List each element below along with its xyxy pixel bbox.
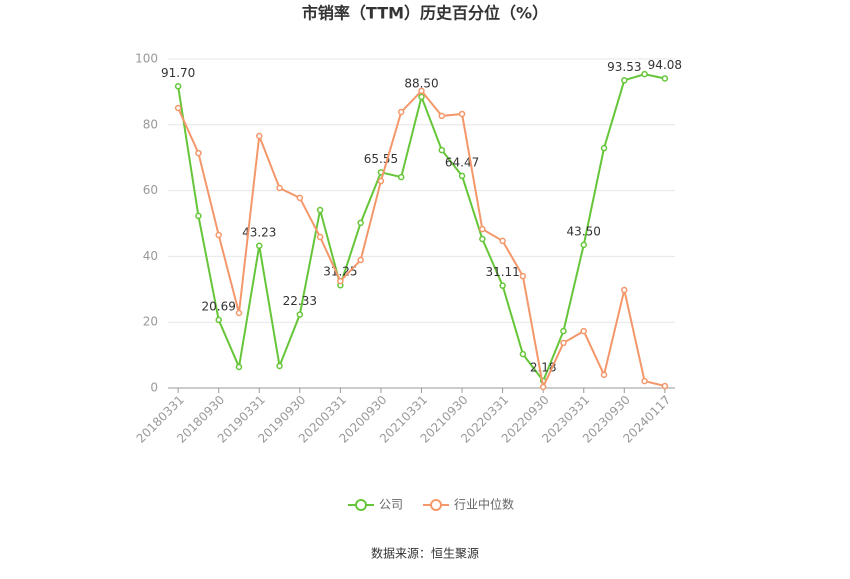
- point: [499, 282, 506, 289]
- point: [418, 93, 425, 101]
- point: [256, 242, 263, 250]
- point: [458, 110, 466, 118]
- point: [215, 231, 222, 239]
- point: [560, 339, 567, 347]
- point: [357, 219, 364, 227]
- point: [641, 377, 648, 385]
- point: [174, 104, 182, 112]
- point: [195, 212, 202, 220]
- point: [560, 327, 567, 335]
- point: [600, 371, 608, 379]
- point: [580, 327, 587, 335]
- value-label: 43.50: [567, 224, 601, 238]
- point: [418, 87, 425, 95]
- point: [296, 311, 304, 318]
- point: [276, 184, 283, 192]
- point: [621, 286, 628, 294]
- value-label: 43.23: [242, 225, 276, 239]
- value-label: 31.11: [485, 265, 519, 279]
- point: [316, 233, 324, 241]
- point: [296, 194, 304, 202]
- chart-title: 市销率（TTM）历史百分位（%）: [302, 4, 548, 23]
- point: [519, 272, 527, 280]
- value-label: 65.55: [364, 152, 398, 166]
- point: [499, 237, 506, 245]
- point: [519, 350, 527, 358]
- point: [479, 225, 486, 233]
- point: [215, 316, 222, 324]
- point: [661, 382, 669, 390]
- point: [539, 383, 547, 391]
- value-label: 88.50: [404, 76, 438, 90]
- point: [276, 362, 283, 370]
- point: [458, 172, 466, 180]
- legend-marker: [430, 499, 443, 511]
- y-tick-label: 100: [135, 52, 158, 66]
- point: [641, 70, 648, 78]
- y-tick-label: 40: [143, 249, 158, 263]
- value-label: 91.70: [161, 66, 195, 80]
- value-label: 93.53: [607, 60, 641, 74]
- point: [174, 83, 182, 90]
- point: [316, 206, 324, 214]
- y-tick-label: 60: [143, 183, 158, 197]
- point: [235, 363, 243, 371]
- point: [479, 235, 486, 243]
- point: [580, 241, 587, 249]
- point: [600, 144, 608, 152]
- point: [256, 132, 263, 140]
- value-label: 31.25: [323, 265, 357, 279]
- point: [621, 77, 628, 84]
- value-label: 94.08: [648, 58, 682, 72]
- value-label: 20.69: [202, 299, 236, 313]
- point: [195, 149, 202, 157]
- point: [438, 146, 446, 154]
- source: 数据来源：恒生聚源: [371, 546, 479, 561]
- legend-marker: [355, 499, 367, 511]
- value-label: 64.47: [445, 155, 479, 169]
- y-tick-label: 20: [143, 315, 158, 329]
- point: [661, 75, 669, 82]
- legend-label: 行业中位数: [454, 497, 514, 512]
- y-tick-label: 80: [143, 117, 158, 131]
- point: [235, 309, 243, 317]
- point: [397, 173, 405, 181]
- value-label: 22.33: [283, 294, 317, 308]
- point: [337, 277, 344, 285]
- point: [397, 108, 405, 116]
- point: [357, 256, 364, 264]
- legend-label: 公司: [379, 498, 403, 512]
- point: [377, 177, 385, 185]
- y-tick-label: 0: [150, 381, 158, 395]
- point: [438, 112, 446, 120]
